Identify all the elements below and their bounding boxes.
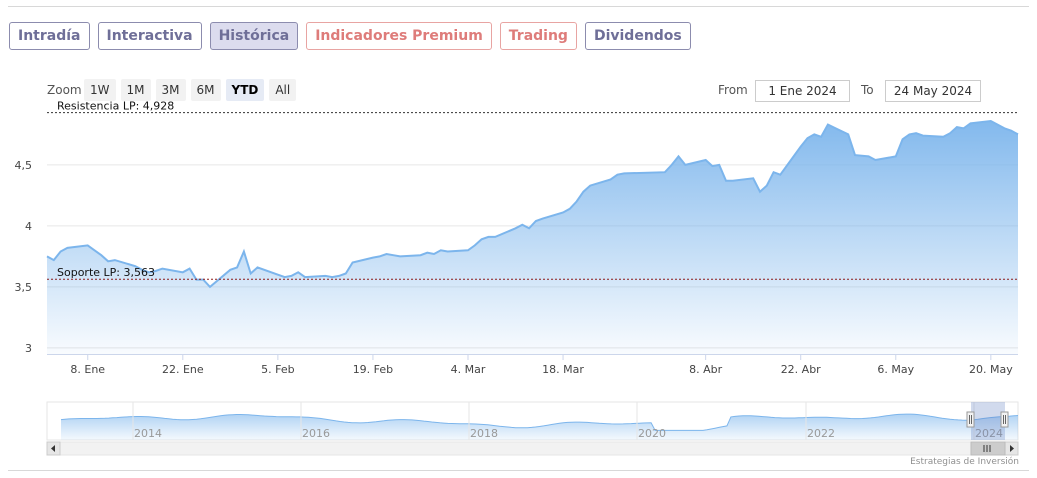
navigator-right-handle[interactable] <box>1000 411 1009 428</box>
navigator-year-label: 2016 <box>302 427 330 440</box>
scroll-thumb[interactable] <box>970 441 1006 456</box>
zoom-all-button[interactable]: All <box>269 79 297 101</box>
to-date-input[interactable]: 24 May 2024 <box>885 80 981 102</box>
x-tick-label: 5. Feb <box>261 363 294 376</box>
scroll-left-button[interactable] <box>46 441 61 456</box>
y-tick-label: 3 <box>25 342 32 355</box>
x-tick-label: 19. Feb <box>353 363 393 376</box>
y-tick-label: 4,5 <box>15 159 33 172</box>
zoom-3m-button[interactable]: 3M <box>155 79 186 101</box>
x-tick-label: 20. May <box>969 363 1013 376</box>
tab-interactiva[interactable]: Interactiva <box>97 22 202 50</box>
y-tick-label: 3,5 <box>15 281 33 294</box>
zoom-1m-button[interactable]: 1M <box>120 79 151 101</box>
top-divider <box>8 6 1029 7</box>
y-tick-label: 4 <box>25 220 32 233</box>
price-area <box>47 121 1018 354</box>
navigator-area <box>61 414 1018 440</box>
tab-historica[interactable]: Histórica <box>209 22 299 50</box>
navigator-left-handle[interactable] <box>966 411 975 428</box>
navigator-year-label: 2022 <box>807 427 835 440</box>
navigator-scrollbar[interactable] <box>46 441 1019 456</box>
tab-trading[interactable]: Trading <box>499 22 577 50</box>
to-label: To <box>861 83 874 97</box>
zoom-ytd-button[interactable]: YTD <box>225 79 265 101</box>
chart-tabs: Intradía Interactiva Histórica Indicadores … <box>9 22 691 50</box>
from-date-input[interactable]: 1 Ene 2024 <box>755 80 850 102</box>
x-tick-label: 8. Ene <box>70 363 105 376</box>
x-tick-label: 18. Mar <box>542 363 584 376</box>
from-label: From <box>718 83 748 97</box>
navigator: 2014 2016 2018 2020 2022 2024 <box>46 401 1019 456</box>
zoom-1w-button[interactable]: 1W <box>84 79 116 101</box>
navigator-selection[interactable] <box>971 402 1005 440</box>
x-tick-label: 4. Mar <box>451 363 486 376</box>
tab-indicadores-premium[interactable]: Indicadores Premium <box>306 22 492 50</box>
zoom-label: Zoom <box>47 83 82 97</box>
support-label: Soporte LP: 3,563 <box>57 266 155 279</box>
navigator-year-label: 2024 <box>975 427 1003 440</box>
x-tick-label: 6. May <box>877 363 914 376</box>
navigator-year-label: 2018 <box>470 427 498 440</box>
navigator-year-label: 2020 <box>638 427 666 440</box>
chart-credit: Estrategias de Inversión <box>910 457 1019 467</box>
tab-intradia[interactable]: Intradía <box>9 22 90 50</box>
x-tick-label: 8. Abr <box>689 363 722 376</box>
x-tick-label: 22. Ene <box>162 363 204 376</box>
scroll-right-button[interactable] <box>1004 441 1019 456</box>
navigator-year-label: 2014 <box>134 427 162 440</box>
resistance-label: Resistencia LP: 4,928 <box>57 100 174 113</box>
zoom-buttons: 1W 1M 3M 6M YTD All <box>84 79 297 101</box>
x-tick-label: 22. Abr <box>781 363 821 376</box>
tab-dividendos[interactable]: Dividendos <box>584 22 691 50</box>
bottom-divider <box>8 470 1029 471</box>
navigator-line <box>60 413 1019 431</box>
zoom-6m-button[interactable]: 6M <box>190 79 221 101</box>
